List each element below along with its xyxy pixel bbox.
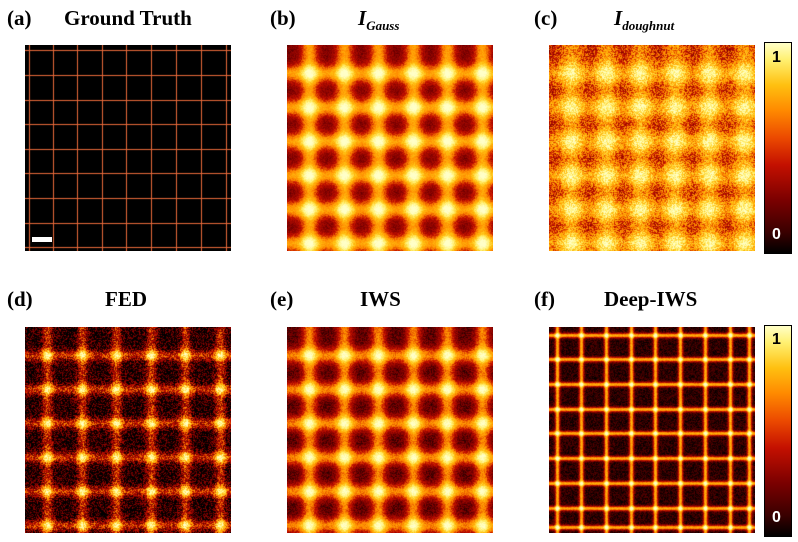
panel-e-title: IWS: [360, 287, 401, 311]
panel-c-title: Idoughnut: [614, 6, 675, 33]
panel-e-image: [287, 327, 493, 533]
panel-a-letter: (a): [7, 6, 32, 30]
colorbar-top-max-label: 1: [772, 49, 781, 66]
colorbar-bottom-max-label: 1: [772, 331, 781, 348]
scale-bar: [32, 237, 52, 242]
panel-c-image: [549, 45, 755, 251]
panel-d-title: FED: [105, 287, 147, 311]
panel-d-image: [25, 327, 231, 533]
panel-a-image: [25, 45, 231, 251]
colorbar-top-min-label: 0: [772, 226, 781, 243]
panel-c-letter: (c): [534, 6, 558, 30]
panel-f-image: [549, 327, 755, 533]
panel-f-title: Deep-IWS: [604, 287, 698, 311]
colorbar-top: [764, 42, 792, 254]
panel-d-letter: (d): [7, 287, 33, 311]
panel-e-letter: (e): [270, 287, 294, 311]
colorbar-bottom: [764, 325, 792, 537]
panel-b-title: IGauss: [358, 6, 400, 33]
panel-a-title: Ground Truth: [64, 6, 192, 30]
colorbar-bottom-min-label: 0: [772, 509, 781, 526]
panel-b-letter: (b): [270, 6, 296, 30]
panel-f-letter: (f): [534, 287, 555, 311]
panel-b-image: [287, 45, 493, 251]
